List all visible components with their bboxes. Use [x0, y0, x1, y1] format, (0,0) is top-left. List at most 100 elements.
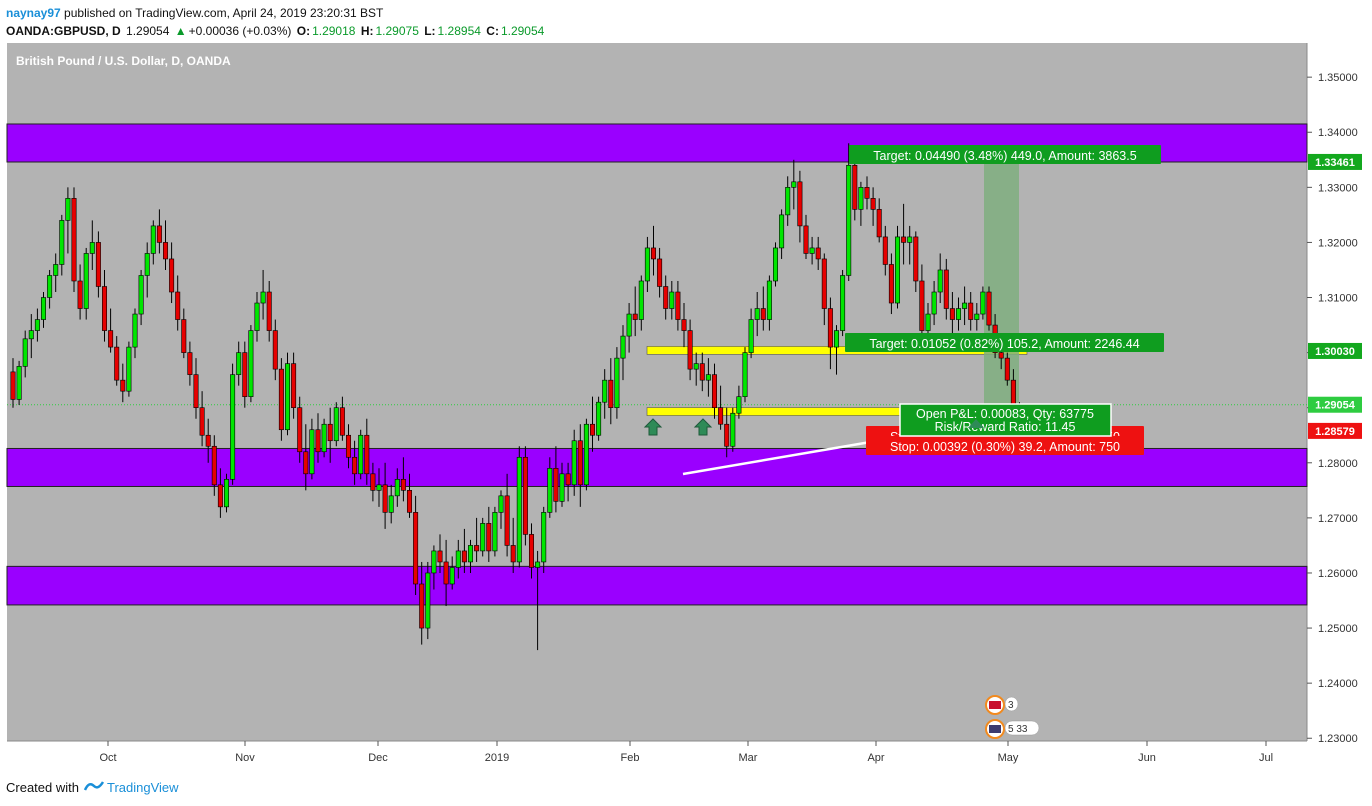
y-tick-label: 1.27000 [1318, 513, 1358, 525]
candle-body-bear [406, 490, 412, 513]
author-name[interactable]: naynay97 [6, 6, 61, 20]
change-up-icon: ▲ [174, 24, 187, 38]
candle-body-bull [809, 247, 815, 254]
candle [577, 424, 583, 507]
candle-body-bear [608, 379, 614, 409]
candle [699, 352, 705, 392]
publish-header: naynay97 published on TradingView.com, A… [6, 4, 546, 40]
target-label[interactable]: Target: 0.04490 (3.48%) 449.0, Amount: 3… [849, 145, 1161, 164]
candle [785, 176, 791, 226]
yellow-level-lower[interactable] [646, 407, 911, 416]
candle [864, 176, 870, 210]
candle [419, 561, 425, 645]
candle-body-bear [711, 374, 717, 409]
x-tick-label: Oct [99, 752, 116, 764]
candle [547, 457, 553, 518]
candle [638, 275, 644, 331]
candle-body-bear [589, 423, 595, 436]
candle [840, 269, 846, 337]
candle-body-bull [736, 396, 742, 414]
time-axis[interactable] [7, 741, 1307, 767]
candle-body-bear [675, 291, 681, 320]
price-badge[interactable] [1308, 342, 1362, 359]
open-pnl-text: Open P&L: 0.00083, Qty: 63775 [916, 407, 1094, 421]
candle-body-bear [102, 286, 108, 331]
uk-events-badge[interactable]: 3 [985, 695, 1019, 715]
candle-body-bull [614, 357, 620, 409]
candle [724, 407, 730, 458]
candle-body-bull [224, 479, 230, 508]
candle [193, 358, 199, 419]
candle [187, 341, 193, 386]
candle-body-bear [632, 313, 638, 320]
price-axis[interactable] [1307, 43, 1372, 741]
entry-marker-icon[interactable] [968, 419, 984, 428]
candle-body-bear [217, 484, 223, 508]
candle-body-bear [870, 198, 876, 210]
candle-body-bear [419, 583, 425, 629]
candle [968, 292, 974, 331]
candle [510, 517, 516, 573]
candle [803, 214, 809, 259]
supply-demand-zone[interactable] [6, 565, 1308, 606]
candle [644, 236, 650, 293]
candle [303, 424, 309, 491]
candle-body-bull [541, 512, 547, 563]
candle [559, 462, 565, 507]
candle-body-bull [620, 335, 626, 359]
candle [132, 308, 138, 359]
candle-body-bear [949, 308, 955, 320]
y-tick-label: 1.23000 [1318, 733, 1358, 745]
price-badge[interactable] [1308, 422, 1362, 439]
candle [272, 319, 278, 381]
candle [888, 253, 894, 315]
price-badge[interactable] [1308, 396, 1362, 413]
candle-body-bull [772, 247, 778, 282]
candle-body-bear [986, 291, 992, 326]
candle [504, 473, 510, 557]
x-tick-label: Jul [1259, 752, 1273, 764]
candle-body-bear [461, 550, 467, 563]
candle-body-bear [10, 371, 16, 400]
y-tick-label: 1.34000 [1318, 127, 1358, 139]
candle-body-bull [236, 352, 242, 375]
candle [852, 154, 858, 221]
candle [553, 446, 559, 513]
candle-body-bear [181, 319, 187, 353]
candle [693, 352, 699, 386]
candle [291, 352, 297, 419]
candle [675, 280, 681, 331]
candle [40, 292, 46, 328]
candle [382, 462, 388, 529]
chart-title: British Pound / U.S. Dollar, D, OANDA [16, 54, 231, 68]
candle-body-bull [480, 523, 486, 552]
candle [339, 396, 345, 441]
candle-body-bull [376, 484, 382, 491]
open-pnl-box[interactable]: Open P&L: 0.00083, Qty: 63775Risk/Reward… [899, 403, 1112, 437]
candle-body-bear [291, 363, 297, 409]
candle [230, 363, 236, 485]
candle-body-bull [742, 352, 748, 397]
stop-label[interactable]: Stop: 0.00392 (0.30%) 39.2, Amount: 750 [866, 436, 1144, 455]
candle [449, 556, 455, 590]
candle-body-bear [919, 280, 925, 331]
symbol-label: OANDA:GBPUSD, D [6, 24, 121, 38]
mid-target-label[interactable]: Target: 0.01052 (0.82%) 105.2, Amount: 2… [845, 333, 1164, 352]
candle [955, 297, 961, 331]
tradingview-brand[interactable]: TradingView [106, 780, 179, 795]
footer: Created with TradingView [6, 779, 179, 796]
high-value: 1.29075 [375, 24, 419, 38]
us-events-badge[interactable]: 5 33 [985, 719, 1040, 739]
candle-body-bull [907, 236, 913, 243]
candle-body-bull [962, 302, 968, 309]
candle [467, 539, 473, 573]
mid-target-label-text: Target: 0.01052 (0.82%) 105.2, Amount: 2… [869, 337, 1139, 351]
candle-body-bull [53, 264, 59, 276]
price-badge[interactable] [1308, 153, 1362, 170]
up-arrow-icon[interactable] [693, 418, 713, 436]
candle [89, 220, 95, 270]
up-arrow-icon[interactable] [643, 418, 663, 436]
candle-body-bear [528, 534, 534, 568]
x-tick-label: Apr [867, 752, 884, 764]
